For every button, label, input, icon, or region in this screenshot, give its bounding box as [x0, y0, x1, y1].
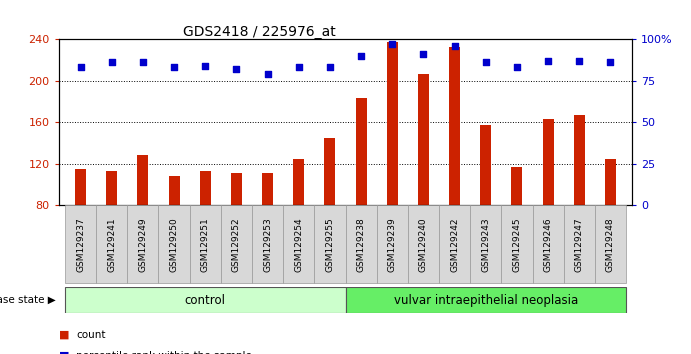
Text: GSM129243: GSM129243 — [481, 217, 491, 272]
Text: GSM129248: GSM129248 — [606, 217, 615, 272]
Bar — [542, 119, 553, 205]
Text: count: count — [76, 330, 106, 339]
Point — [75, 64, 86, 70]
Text: GSM129241: GSM129241 — [107, 217, 116, 272]
Point — [605, 59, 616, 65]
Bar — [314, 205, 346, 283]
Bar — [408, 205, 439, 283]
Bar — [346, 287, 626, 313]
Text: vulvar intraepithelial neoplasia: vulvar intraepithelial neoplasia — [394, 293, 578, 307]
Text: GSM129239: GSM129239 — [388, 217, 397, 272]
Text: GSM129245: GSM129245 — [513, 217, 522, 272]
Bar — [564, 205, 595, 283]
Point — [324, 64, 335, 70]
Point — [480, 59, 491, 65]
Text: GSM129251: GSM129251 — [200, 217, 210, 272]
Point — [293, 64, 304, 70]
Text: GSM129252: GSM129252 — [232, 217, 241, 272]
Bar — [293, 159, 304, 205]
Text: GSM129249: GSM129249 — [138, 217, 147, 272]
Text: GSM129238: GSM129238 — [357, 217, 366, 272]
Bar — [200, 171, 211, 205]
Text: GSM129246: GSM129246 — [544, 217, 553, 272]
Text: GSM129254: GSM129254 — [294, 217, 303, 272]
Point — [138, 59, 149, 65]
Bar — [418, 74, 429, 205]
Bar — [439, 205, 470, 283]
Text: percentile rank within the sample: percentile rank within the sample — [76, 351, 252, 354]
Point — [262, 71, 273, 77]
Bar — [595, 205, 626, 283]
Text: GSM129255: GSM129255 — [325, 217, 334, 272]
Point — [574, 58, 585, 63]
Text: control: control — [184, 293, 226, 307]
Bar — [502, 205, 533, 283]
Bar — [138, 155, 149, 205]
Text: GDS2418 / 225976_at: GDS2418 / 225976_at — [183, 25, 336, 39]
Text: GSM129237: GSM129237 — [76, 217, 85, 272]
Text: ■: ■ — [59, 351, 69, 354]
Text: GSM129247: GSM129247 — [575, 217, 584, 272]
Text: GSM129250: GSM129250 — [169, 217, 178, 272]
Text: disease state ▶: disease state ▶ — [0, 295, 55, 305]
Bar — [127, 205, 158, 283]
Point — [511, 64, 522, 70]
Bar — [96, 205, 127, 283]
Point — [106, 59, 117, 65]
Bar — [377, 205, 408, 283]
Bar — [231, 173, 242, 205]
Bar — [356, 98, 366, 205]
Bar — [605, 159, 616, 205]
Bar — [449, 47, 460, 205]
Bar — [574, 115, 585, 205]
Point — [542, 58, 553, 63]
Bar — [106, 171, 117, 205]
Bar — [283, 205, 314, 283]
Bar — [480, 125, 491, 205]
Bar — [346, 205, 377, 283]
Point — [231, 66, 242, 72]
Bar — [387, 42, 398, 205]
Bar — [262, 173, 273, 205]
Point — [449, 43, 460, 48]
Bar — [189, 205, 221, 283]
Bar — [75, 169, 86, 205]
Point — [387, 41, 398, 47]
Bar — [470, 205, 502, 283]
Bar — [325, 138, 335, 205]
Text: GSM129240: GSM129240 — [419, 217, 428, 272]
Point — [200, 63, 211, 68]
Bar — [221, 205, 252, 283]
Text: ■: ■ — [59, 330, 69, 339]
Bar — [533, 205, 564, 283]
Text: GSM129242: GSM129242 — [450, 217, 459, 272]
Point — [169, 64, 180, 70]
Text: GSM129253: GSM129253 — [263, 217, 272, 272]
Bar — [65, 287, 346, 313]
Bar — [511, 167, 522, 205]
Bar — [158, 205, 189, 283]
Bar — [252, 205, 283, 283]
Bar — [169, 176, 180, 205]
Point — [356, 53, 367, 58]
Bar — [65, 205, 96, 283]
Point — [418, 51, 429, 57]
